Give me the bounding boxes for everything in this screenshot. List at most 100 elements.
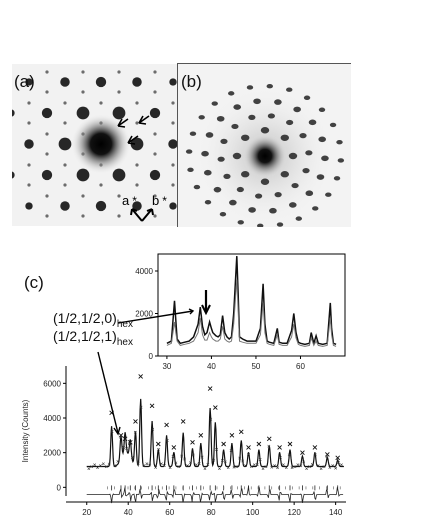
ring-spot bbox=[266, 84, 273, 89]
observed-point bbox=[250, 465, 253, 469]
x-tick-label: 80 bbox=[207, 508, 216, 517]
observed-point bbox=[247, 452, 250, 456]
ring-spot bbox=[223, 173, 231, 179]
inset-series-line bbox=[166, 279, 337, 347]
central-beam-spot-b bbox=[243, 134, 287, 178]
superlattice-spot bbox=[135, 163, 139, 167]
ring-spot bbox=[228, 91, 235, 96]
ring-spot bbox=[248, 114, 256, 120]
superlattice-spot bbox=[171, 121, 175, 125]
observed-peak-point bbox=[198, 433, 204, 438]
observed-point bbox=[90, 465, 94, 469]
arrow-3 bbox=[127, 135, 139, 145]
observed-point bbox=[310, 463, 314, 466]
bragg-spot bbox=[112, 106, 126, 120]
observed-peak-point bbox=[221, 441, 226, 447]
y-tick-label: 6000 bbox=[43, 379, 61, 388]
ring-spot bbox=[260, 178, 270, 185]
ring-spot bbox=[246, 85, 254, 90]
ring-spot bbox=[201, 150, 209, 157]
observed-peak-point bbox=[238, 429, 244, 435]
ring-spot bbox=[216, 115, 225, 122]
bragg-spot bbox=[25, 202, 33, 210]
bragg-spot bbox=[12, 109, 15, 117]
inset-series-line bbox=[166, 256, 337, 347]
superlattice-spot bbox=[63, 101, 67, 105]
superlattice-spot bbox=[135, 183, 139, 187]
superlattice-spot bbox=[153, 194, 157, 198]
observed-point bbox=[276, 466, 279, 470]
x-tick-label: 50 bbox=[251, 362, 260, 371]
superlattice-spot bbox=[117, 90, 121, 94]
fit-profile-line bbox=[86, 398, 344, 468]
superlattice-spot bbox=[153, 90, 157, 94]
superlattice-spot bbox=[45, 132, 49, 136]
diffraction-pattern-a: a * b * bbox=[12, 64, 177, 226]
superlattice-spot bbox=[81, 194, 85, 198]
observed-point bbox=[325, 455, 329, 459]
ring-spot bbox=[295, 216, 302, 221]
superlattice-spot bbox=[99, 183, 103, 187]
superlattice-spot bbox=[135, 101, 139, 105]
axis-a-arrow bbox=[130, 208, 143, 222]
observed-peak-point bbox=[180, 419, 186, 424]
observed-point bbox=[186, 464, 189, 468]
superlattice-spot bbox=[81, 214, 85, 218]
ring-spot bbox=[302, 168, 310, 174]
ring-spot bbox=[248, 207, 256, 213]
observed-point bbox=[177, 465, 181, 469]
diffraction-pattern-b bbox=[177, 63, 351, 227]
observed-peak-point bbox=[149, 403, 155, 409]
y-tick-label: 2000 bbox=[43, 449, 61, 458]
inset-chart: 30 40 50 60 0 2000 4000 bbox=[135, 253, 346, 371]
observed-point bbox=[319, 467, 323, 471]
ring-spot bbox=[280, 134, 289, 141]
bragg-spot bbox=[25, 78, 33, 86]
observed-peak-point bbox=[164, 422, 169, 428]
observed-point bbox=[125, 447, 128, 450]
observed-point bbox=[197, 462, 201, 466]
superlattice-spot bbox=[45, 152, 49, 156]
bragg-spot bbox=[95, 200, 107, 212]
bragg-spot bbox=[149, 107, 161, 119]
observed-point bbox=[305, 467, 309, 471]
ring-spot bbox=[232, 152, 242, 160]
observed-point bbox=[296, 463, 300, 467]
observed-point bbox=[241, 459, 245, 463]
superlattice-spot bbox=[153, 132, 157, 136]
ring-spot bbox=[329, 122, 337, 128]
ring-spot bbox=[288, 152, 298, 160]
superlattice-spot bbox=[117, 214, 121, 218]
observed-point bbox=[128, 442, 131, 446]
bragg-spot bbox=[168, 139, 177, 149]
observed-point bbox=[235, 465, 239, 469]
ring-spot bbox=[217, 156, 225, 162]
ring-spot bbox=[198, 115, 205, 120]
bragg-spot bbox=[95, 76, 107, 88]
pointer-to-main bbox=[97, 351, 119, 434]
bragg-spot bbox=[60, 77, 70, 87]
ring-spot bbox=[299, 133, 307, 139]
observed-peak-point bbox=[266, 436, 272, 442]
observed-point bbox=[226, 466, 230, 470]
ring-spot bbox=[305, 150, 313, 156]
ring-spot bbox=[193, 184, 201, 190]
observed-point bbox=[218, 467, 221, 471]
annotation-pointers bbox=[97, 290, 211, 436]
observed-point bbox=[322, 465, 326, 469]
superlattice-spot bbox=[171, 163, 175, 167]
observed-point bbox=[299, 464, 303, 468]
superlattice-spot bbox=[27, 121, 31, 125]
superlattice-spot bbox=[45, 90, 49, 94]
observed-point bbox=[264, 465, 268, 469]
bragg-spot bbox=[76, 168, 90, 182]
observed-peak-point bbox=[138, 374, 143, 379]
observed-point bbox=[93, 463, 97, 467]
observed-point bbox=[316, 464, 320, 468]
superlattice-spot bbox=[117, 70, 121, 74]
observed-peak-point bbox=[277, 445, 282, 450]
ring-spot bbox=[336, 139, 343, 145]
observed-peak-point bbox=[256, 441, 262, 447]
axis-b-arrow bbox=[141, 208, 154, 222]
bragg-spot bbox=[169, 202, 177, 210]
